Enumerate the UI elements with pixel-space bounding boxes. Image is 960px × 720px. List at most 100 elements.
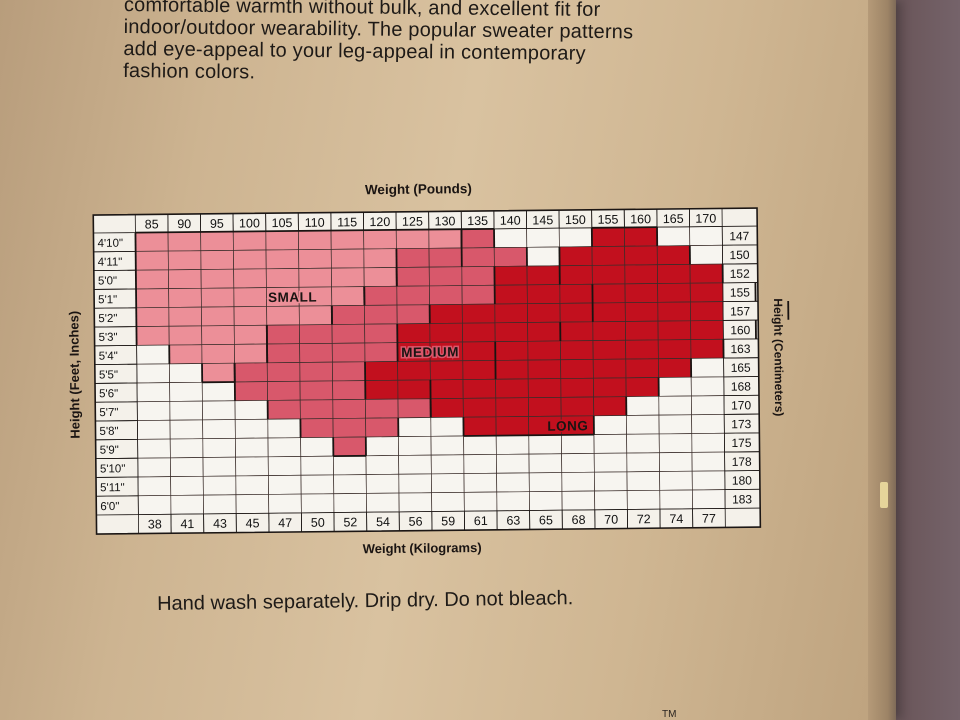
grid-cell: [561, 490, 596, 511]
pound-tick-label: 105: [272, 216, 293, 230]
size-cell-long: [397, 379, 431, 400]
grid-cell: [593, 433, 628, 454]
kg-tick-label: 72: [637, 512, 651, 526]
height-ft-tick-label: 5'4": [99, 350, 118, 362]
height-cm-tick-label: 180: [732, 473, 752, 487]
region-border: [135, 228, 462, 234]
size-cell-long: [624, 264, 658, 285]
size-cell-long: [624, 226, 658, 247]
kg-tick-label: 70: [604, 513, 618, 527]
grid-cell: [659, 489, 693, 510]
kg-tick-label: 38: [148, 517, 162, 531]
size-cell-long: [430, 379, 464, 400]
size-chart-body: 85 90 95 100 105 110 115 120 125 130 135 140 145 150 1…: [66, 181, 790, 556]
size-cell-medium: [396, 304, 431, 325]
grid-cell: [235, 456, 269, 477]
size-cell-long: [559, 321, 594, 342]
size-cell-long: [527, 359, 562, 380]
grid-cell: [659, 452, 693, 472]
height-ft-tick-label: 5'1": [98, 294, 117, 306]
grid-cell: [526, 246, 560, 267]
pound-tick-label: 145: [532, 213, 553, 227]
size-cell-long: [364, 361, 399, 381]
height-cm-tick-label: 157: [730, 304, 750, 318]
grid-cell: [691, 470, 726, 491]
height-cm-tick-label: 147: [729, 229, 749, 243]
grid-cell: [658, 414, 693, 435]
grid-cell: [235, 437, 269, 458]
size-cell-small: [136, 325, 170, 346]
grid-cell: [626, 433, 660, 454]
pound-tick-label: 135: [467, 214, 488, 228]
axis-title-right: Height (Centimeters): [771, 298, 786, 416]
height-cm-tick-label: 155: [730, 285, 750, 299]
grid-cell: [659, 470, 693, 491]
grid-cell: [137, 457, 171, 478]
size-cell-long: [559, 302, 594, 323]
pound-tick-label: 90: [177, 217, 191, 231]
grid-cell: [136, 382, 171, 403]
kg-tick-label: 47: [278, 516, 292, 530]
kg-tick-label: 50: [311, 516, 325, 530]
kg-tick-label: 68: [572, 513, 586, 527]
size-cell-small: [330, 248, 365, 269]
size-cell-long: [592, 321, 626, 341]
size-cell-long: [592, 358, 627, 379]
kg-tick-label: 56: [409, 515, 423, 529]
grid-cell: [658, 395, 692, 416]
height-ft-tick-label: 5'6": [99, 388, 118, 400]
size-cell-long: [657, 301, 691, 322]
grid-cell: [594, 471, 628, 492]
size-cell-long: [656, 245, 691, 266]
size-cell-medium: [332, 361, 366, 382]
axis-title-top: Weight (Pounds): [365, 181, 472, 197]
size-cell-long: [624, 283, 659, 304]
size-cell-long: [527, 340, 561, 361]
height-cm-tick-label: 150: [729, 248, 749, 262]
grid-cell: [268, 493, 302, 514]
size-cell-small: [330, 229, 365, 250]
size-cell-small: [168, 325, 203, 346]
grid-cell: [430, 416, 464, 437]
size-cell-small: [265, 230, 299, 251]
grid-cell: [136, 363, 170, 384]
pound-tick-label: 115: [337, 215, 357, 229]
grid-cell: [202, 456, 237, 477]
size-cell-medium: [364, 342, 398, 363]
size-cell-small: [298, 230, 332, 251]
size-cell-long: [625, 358, 659, 379]
size-cell-long: [657, 320, 692, 341]
grid-cell: [201, 381, 236, 402]
size-cell-medium: [267, 380, 301, 401]
pound-tick-label: 165: [663, 212, 684, 226]
grid-cell: [333, 493, 367, 513]
kg-tick-label: 41: [180, 517, 194, 531]
size-cell-small: [298, 305, 333, 326]
size-cell-medium: [266, 362, 301, 382]
grid-cell: [561, 471, 595, 492]
size-cell-long: [658, 358, 692, 378]
height-cm-tick-label: 173: [731, 417, 751, 431]
size-cell-medium: [234, 362, 268, 383]
size-cell-medium: [332, 399, 366, 419]
size-cell-medium: [300, 418, 334, 439]
size-cell-medium: [332, 417, 367, 438]
axis-title-left: Height (Feet, Inches): [66, 311, 82, 439]
height-ft-tick-label: 5'5": [99, 369, 118, 381]
size-cell-small: [135, 250, 169, 271]
height-ft-tick-label: 5'8": [99, 426, 118, 438]
grid-cell: [267, 456, 302, 476]
size-cell-small: [135, 269, 169, 290]
grid-cell: [333, 455, 367, 476]
size-cell-long: [559, 246, 593, 267]
size-cell-medium: [299, 361, 333, 382]
grid-cell: [493, 228, 528, 248]
pound-header-cell: [689, 208, 723, 228]
grid-cell: [398, 435, 432, 456]
size-cell-medium: [396, 247, 430, 268]
height-ft-tick-label: 6'0": [100, 501, 119, 513]
size-cell-long: [593, 396, 627, 417]
grid-cell: [496, 491, 530, 512]
kg-tick-label: 45: [246, 516, 260, 530]
grid-cell: [170, 494, 204, 515]
